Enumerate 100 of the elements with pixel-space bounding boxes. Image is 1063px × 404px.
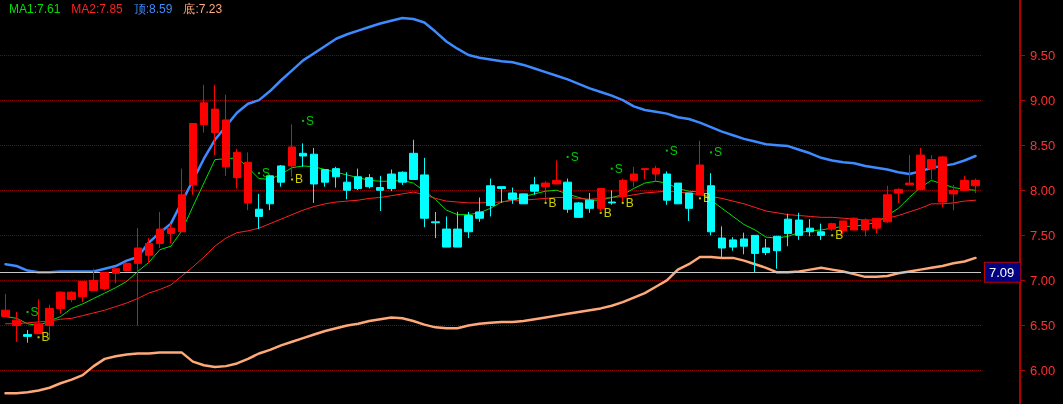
data-label: S: [669, 143, 678, 158]
candlestick: [167, 223, 175, 244]
candlestick: [630, 166, 638, 188]
data-label: B: [295, 172, 304, 187]
candlestick: [233, 148, 241, 189]
candlestick: [751, 234, 759, 273]
candlestick: [619, 178, 627, 203]
data-label: B: [548, 195, 557, 210]
point: [544, 201, 547, 204]
candlestick: [773, 235, 781, 270]
candlestick: [938, 155, 947, 208]
candlestick: [453, 211, 462, 248]
candlestick: [916, 147, 925, 191]
candlestick: [828, 222, 836, 232]
y-tick-label: 8.00: [1030, 182, 1056, 198]
candlestick: [100, 271, 109, 291]
candlestick: [663, 170, 671, 206]
candlestick: [200, 84, 208, 134]
candlestick: [442, 215, 451, 248]
candlestick: [211, 84, 219, 156]
point: [26, 311, 29, 314]
candlestick: [431, 211, 440, 239]
data-label: S: [570, 149, 579, 164]
data-label: S: [614, 161, 623, 176]
candlestick: [299, 142, 307, 168]
candlestick: [597, 187, 605, 212]
candlestick: [321, 169, 329, 188]
candlestick: [123, 262, 131, 272]
text: 顶:8.59: [133, 2, 173, 16]
y-tick-label: 7.50: [1030, 227, 1056, 243]
candlestick: [872, 217, 881, 235]
candlestick: [519, 193, 528, 205]
data-label: B: [603, 205, 612, 220]
candlestick: [971, 178, 980, 194]
data-label: B: [835, 228, 844, 243]
candlestick: [641, 167, 649, 180]
y-tick-label: 8.50: [1030, 137, 1056, 153]
candlestick: [112, 267, 120, 284]
candlestick: [475, 196, 484, 223]
point: [665, 149, 668, 152]
candlestick: [134, 227, 142, 327]
candlestick: [817, 223, 825, 241]
data-label: S: [30, 305, 39, 320]
point: [258, 172, 261, 175]
y-tick-label: 6.00: [1030, 363, 1056, 379]
candlestick: [674, 182, 682, 205]
candlestick: [696, 140, 704, 196]
point: [302, 119, 305, 122]
line-series: [5, 190, 976, 325]
point: [621, 201, 624, 204]
candlestick: [67, 290, 76, 303]
candlestick: [585, 192, 594, 214]
candlestick: [244, 151, 252, 211]
candlestick: [718, 225, 726, 258]
point: [599, 211, 602, 214]
candlestick: [464, 211, 473, 239]
candlestick: [905, 154, 914, 186]
candlestick: [850, 216, 858, 231]
data-label: S: [306, 113, 315, 128]
candlestick: [156, 211, 164, 249]
candlestick: [960, 175, 969, 192]
candlestick: [277, 164, 285, 188]
candlestick: [78, 280, 87, 303]
candlestick: [222, 94, 230, 177]
point: [698, 197, 701, 200]
text: 底:7.23: [183, 2, 223, 16]
data-label: S: [262, 166, 271, 181]
candlestick: [189, 123, 197, 196]
candlestick: [541, 180, 550, 204]
candlestick: [563, 178, 572, 214]
point: [831, 234, 834, 237]
candlestick: [795, 212, 803, 241]
y-tick-label: 9.50: [1030, 47, 1056, 63]
candlestick: [420, 157, 429, 228]
candlestick: [608, 189, 616, 206]
candlestick: [806, 218, 814, 237]
y-tick-label: 9.00: [1030, 92, 1056, 108]
point: [709, 151, 712, 154]
candlestick: [255, 193, 263, 230]
candlestick: [1, 293, 10, 318]
point: [37, 336, 40, 339]
candlestick: [310, 147, 318, 204]
candlestick: [23, 329, 32, 344]
text: MA1:7.61: [9, 2, 61, 16]
candlestick: [740, 232, 748, 255]
candlestick: [762, 238, 770, 256]
line-series: [4, 255, 977, 395]
candlestick: [729, 236, 737, 252]
candlestick: [354, 168, 362, 191]
candlestick: [343, 171, 351, 200]
candlestick: [365, 173, 373, 189]
candlestick: [376, 175, 384, 212]
data-label: S: [713, 145, 722, 160]
candlestick: [508, 187, 517, 205]
candlestick: [332, 166, 340, 189]
candlestick: [784, 213, 792, 247]
candlestick: [861, 217, 869, 237]
candlestick: [949, 184, 958, 211]
candlestick: [145, 237, 153, 264]
candlestick: [530, 176, 539, 196]
